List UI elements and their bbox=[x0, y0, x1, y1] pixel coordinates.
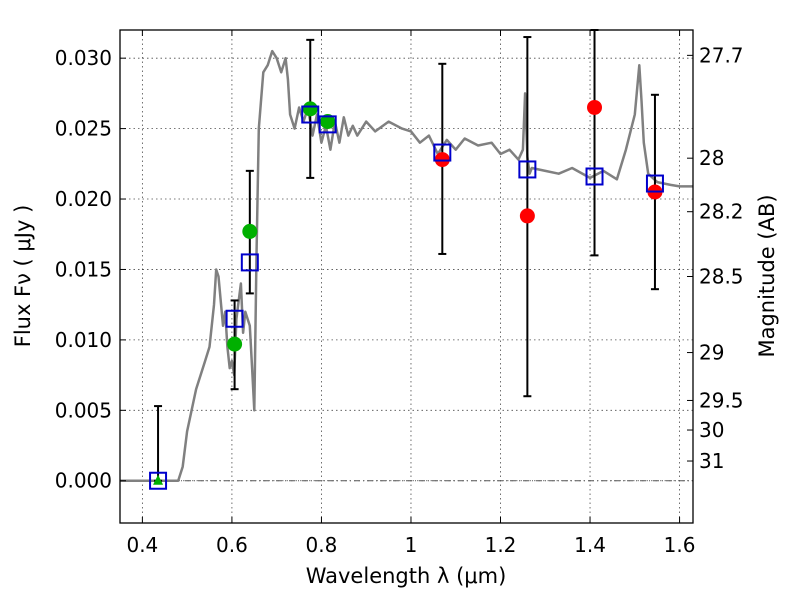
model-photometry-square bbox=[518, 160, 537, 179]
y-tick-label: 0.030 bbox=[55, 46, 112, 70]
model-photometry-square bbox=[433, 143, 452, 162]
plot-background bbox=[120, 30, 693, 523]
x-axis-label: Wavelength λ (μm) bbox=[306, 564, 507, 588]
observed-point-green bbox=[320, 114, 336, 130]
model-photometry-square bbox=[645, 174, 664, 193]
mag-tick-label: 29.5 bbox=[699, 388, 744, 412]
y-axis-label: Flux Fν ( μJy ) bbox=[11, 205, 35, 348]
observed-point-green bbox=[302, 101, 318, 117]
mag-tick-label: 28.5 bbox=[699, 265, 744, 289]
x-tick-label: 1.2 bbox=[485, 533, 517, 557]
y-tick-label: 0.010 bbox=[55, 328, 112, 352]
model-spectrum-line bbox=[120, 49, 693, 482]
mag-tick-label: 28 bbox=[699, 146, 724, 170]
y-tick-label: 0.000 bbox=[55, 469, 112, 493]
y-tick-label: 0.020 bbox=[55, 187, 112, 211]
x-tick-label: 0.8 bbox=[306, 533, 338, 557]
axis-ticks: 0.4 0.6 0.8 1 1.2 1.4 1.6 0.000 0.005 0.010 0.015 0… bbox=[55, 30, 744, 557]
observed-upper-limit-triangle bbox=[153, 474, 164, 485]
mag-tick-label: 29 bbox=[699, 341, 724, 365]
model-photometry-square bbox=[318, 115, 337, 134]
mag-tick-label: 30 bbox=[699, 418, 724, 442]
model-photometry-square bbox=[149, 471, 168, 490]
x-tick-label: 0.4 bbox=[126, 533, 158, 557]
x-tick-label: 1 bbox=[405, 533, 418, 557]
observed-point-red bbox=[519, 208, 535, 224]
y-tick-label: 0.025 bbox=[55, 117, 112, 141]
model-photometry-square bbox=[240, 253, 259, 272]
y2-axis-label: Magnitude (AB) bbox=[755, 194, 779, 357]
observed-point-green bbox=[227, 336, 243, 352]
x-tick-label: 1.4 bbox=[574, 533, 606, 557]
x-tick-label: 0.6 bbox=[216, 533, 248, 557]
model-photometry-square bbox=[301, 105, 320, 124]
model-photometry-square bbox=[225, 309, 244, 328]
observed-point-red bbox=[587, 99, 603, 115]
y-tick-label: 0.015 bbox=[55, 257, 112, 281]
observed-point-green bbox=[242, 223, 258, 239]
model-photometry-square bbox=[585, 167, 604, 186]
mag-tick-label: 28.2 bbox=[699, 200, 744, 224]
x-tick-label: 1.6 bbox=[664, 533, 696, 557]
mag-tick-label: 31 bbox=[699, 449, 724, 473]
mag-tick-label: 27.7 bbox=[699, 43, 744, 67]
data-layer bbox=[120, 29, 693, 490]
y-tick-label: 0.005 bbox=[55, 398, 112, 422]
